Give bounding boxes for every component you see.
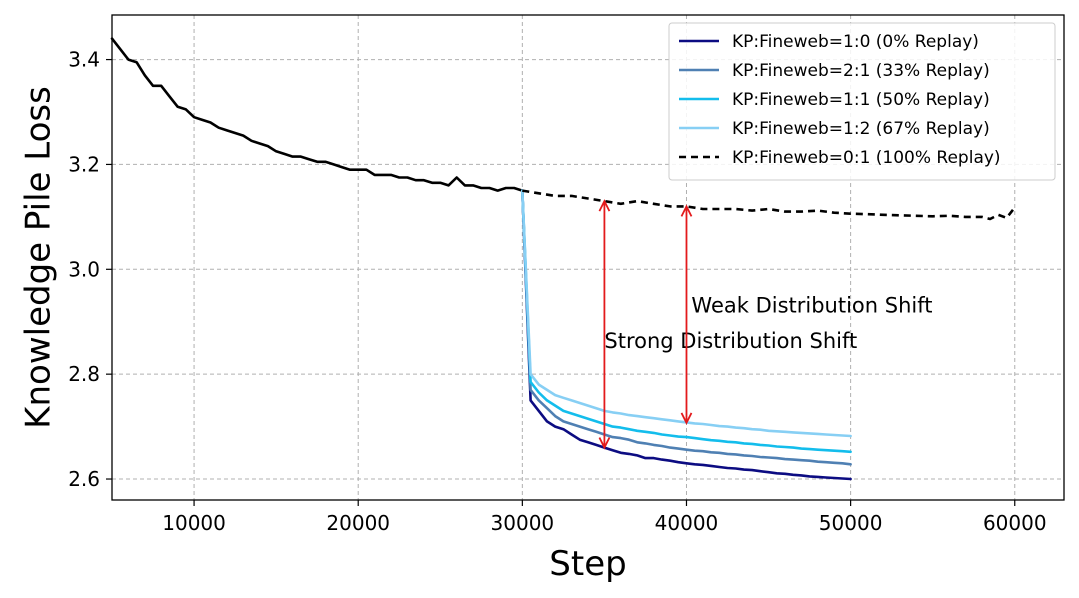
annotation-arrowhead-down [680, 412, 693, 425]
x-tick-label: 60000 [983, 511, 1047, 535]
legend: KP:Fineweb=1:0 (0% Replay) KP:Fineweb=2:1… [668, 22, 1056, 181]
y-tick-label: 3.2 [68, 152, 100, 176]
y-tick-label: 3.0 [68, 257, 100, 281]
x-tick-label: 50000 [819, 511, 883, 535]
legend-label: KP:Fineweb=2:1 (33% Replay) [732, 61, 990, 81]
plot-frame [111, 14, 1065, 501]
series-line-base [110, 37, 524, 192]
series-line-kp-fineweb-1-1-50-replay [521, 189, 852, 454]
series-line-kp-fineweb-1-0-0-replay [521, 189, 852, 481]
annotation-arrowhead-up [680, 204, 693, 217]
annotation-arrowhead-down [598, 437, 611, 450]
annotation-layer: Strong Distribution Shift Weak Distributi… [598, 199, 933, 450]
legend-label: KP:Fineweb=1:2 (67% Replay) [732, 119, 990, 139]
legend-box [668, 22, 1056, 181]
series-line-kp-fineweb-0-1-100-replay [522, 189, 1016, 221]
legend-label: KP:Fineweb=1:1 (50% Replay) [732, 90, 990, 110]
legend-label: KP:Fineweb=0:1 (100% Replay) [732, 148, 1001, 168]
annotation-label: Weak Distribution Shift [691, 293, 932, 317]
annotation-arrowhead-up [598, 199, 611, 212]
ticks: 10000 20000 30000 40000 50000 60000 2.6 2.8 3.0 3… [68, 48, 1046, 535]
x-tick-label: 40000 [655, 511, 719, 535]
legend-label: KP:Fineweb=1:0 (0% Replay) [732, 32, 979, 52]
series-line-kp-fineweb-2-1-33-replay [521, 189, 852, 466]
x-axis-title: Step [549, 544, 626, 584]
y-tick-label: 2.8 [68, 362, 100, 386]
x-tick-label: 20000 [326, 511, 390, 535]
x-tick-label: 10000 [162, 511, 226, 535]
y-tick-label: 2.6 [68, 467, 100, 491]
y-tick-label: 3.4 [68, 48, 100, 72]
y-axis-title: Knowledge Pile Loss [19, 86, 59, 429]
annotation-label: Strong Distribution Shift [604, 329, 857, 353]
x-tick-label: 30000 [491, 511, 555, 535]
